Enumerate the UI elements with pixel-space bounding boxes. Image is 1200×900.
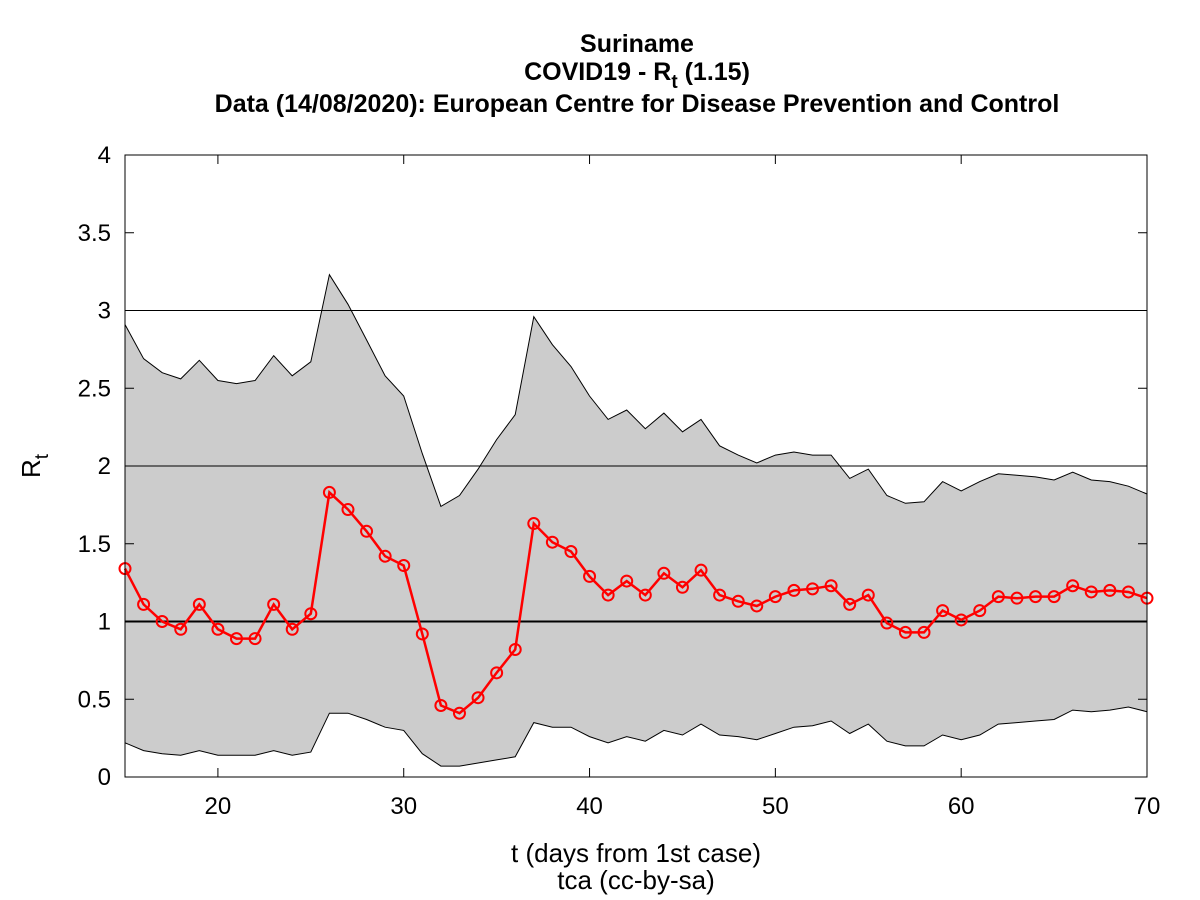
rt-data-point <box>638 588 652 602</box>
rt-data-point <box>601 588 615 602</box>
rt-data-point <box>806 582 820 596</box>
rt-data-point <box>936 604 950 618</box>
rt-data-point <box>229 632 243 646</box>
rt-data-point <box>657 566 671 580</box>
x-tick-label: 30 <box>390 793 417 820</box>
rt-data-point <box>545 535 559 549</box>
x-tick-label: 60 <box>948 793 975 820</box>
rt-data-point <box>824 579 838 593</box>
rt-data-point <box>768 590 782 604</box>
rt-data-point <box>787 583 801 597</box>
rt-data-point <box>211 622 225 636</box>
x-tick-label: 70 <box>1134 793 1161 820</box>
rt-data-point <box>991 590 1005 604</box>
x-tick-label: 40 <box>576 793 603 820</box>
confidence-band-layer <box>124 273 1148 767</box>
rt-data-point <box>471 691 485 705</box>
y-tick-label: 3 <box>98 298 111 325</box>
rt-data-point <box>675 580 689 594</box>
confidence-band <box>124 273 1148 767</box>
y-axis-label: Rt <box>16 453 53 478</box>
rt-data-point <box>490 666 504 680</box>
axis-layer: 0 0.5 1 1.5 2 2.5 3 3.5 4 20 30 40 50 60 70 <box>78 142 1161 820</box>
y-tick-label: 0 <box>98 764 111 791</box>
y-tick-label: 4 <box>98 142 111 169</box>
rt-data-point <box>973 604 987 618</box>
rt-data-point <box>898 625 912 639</box>
grid-layer <box>125 310 1147 623</box>
rt-data-point <box>192 597 206 611</box>
rt-data-point <box>341 503 355 517</box>
rt-data-point <box>360 524 374 538</box>
y-tick-label: 3.5 <box>78 220 111 247</box>
rt-data-point <box>452 706 466 720</box>
rt-data-point <box>322 485 336 499</box>
rt-data-point <box>880 616 894 630</box>
rt-data-point <box>508 642 522 656</box>
rt-data-point <box>1047 590 1061 604</box>
rt-data-point <box>1066 579 1080 593</box>
y-tick-label: 2.5 <box>78 375 111 402</box>
rt-series-layer <box>118 485 1154 720</box>
rt-data-point <box>583 569 597 583</box>
rt-data-point <box>564 545 578 559</box>
rt-data-point <box>267 597 281 611</box>
rt-data-point <box>434 698 448 712</box>
rt-data-point <box>954 613 968 627</box>
y-tick-label: 1.5 <box>78 531 111 558</box>
rt-data-point <box>861 588 875 602</box>
rt-data-point <box>731 594 745 608</box>
rt-data-point <box>397 559 411 573</box>
rt-data-point <box>620 574 634 588</box>
rt-data-point <box>248 632 262 646</box>
chart-data-source: Data (14/08/2020): European Centre for D… <box>215 90 1060 118</box>
rt-data-point <box>750 599 764 613</box>
y-tick-label: 1 <box>98 609 111 636</box>
rt-data-point <box>713 588 727 602</box>
chart-title: Suriname <box>580 30 694 58</box>
x-tick-label: 20 <box>205 793 232 820</box>
rt-data-point <box>378 549 392 563</box>
rt-data-point <box>917 625 931 639</box>
rt-data-point <box>1010 591 1024 605</box>
chart-footer: tca (cc-by-sa) <box>557 865 714 895</box>
y-tick-label: 0.5 <box>78 686 111 713</box>
rt-data-point <box>174 622 188 636</box>
rt-data-point <box>285 622 299 636</box>
rt-data-point <box>304 607 318 621</box>
rt-data-point <box>155 615 169 628</box>
rt-data-point <box>1121 585 1135 599</box>
rt-data-point <box>415 627 429 641</box>
x-axis-label: t (days from 1st case) <box>511 838 761 868</box>
rt-data-point <box>137 597 151 611</box>
rt-series-line <box>123 489 1148 715</box>
rt-data-point <box>1029 590 1043 604</box>
rt-data-point <box>1084 585 1098 599</box>
y-tick-label: 2 <box>98 453 111 480</box>
rt-data-point <box>843 597 857 611</box>
x-tick-label: 50 <box>762 793 789 820</box>
chart-subtitle: COVID19 - Rt (1.15) <box>524 58 750 93</box>
rt-data-point <box>1103 583 1117 597</box>
rt-data-point <box>527 517 541 531</box>
rt-data-point <box>694 563 708 577</box>
